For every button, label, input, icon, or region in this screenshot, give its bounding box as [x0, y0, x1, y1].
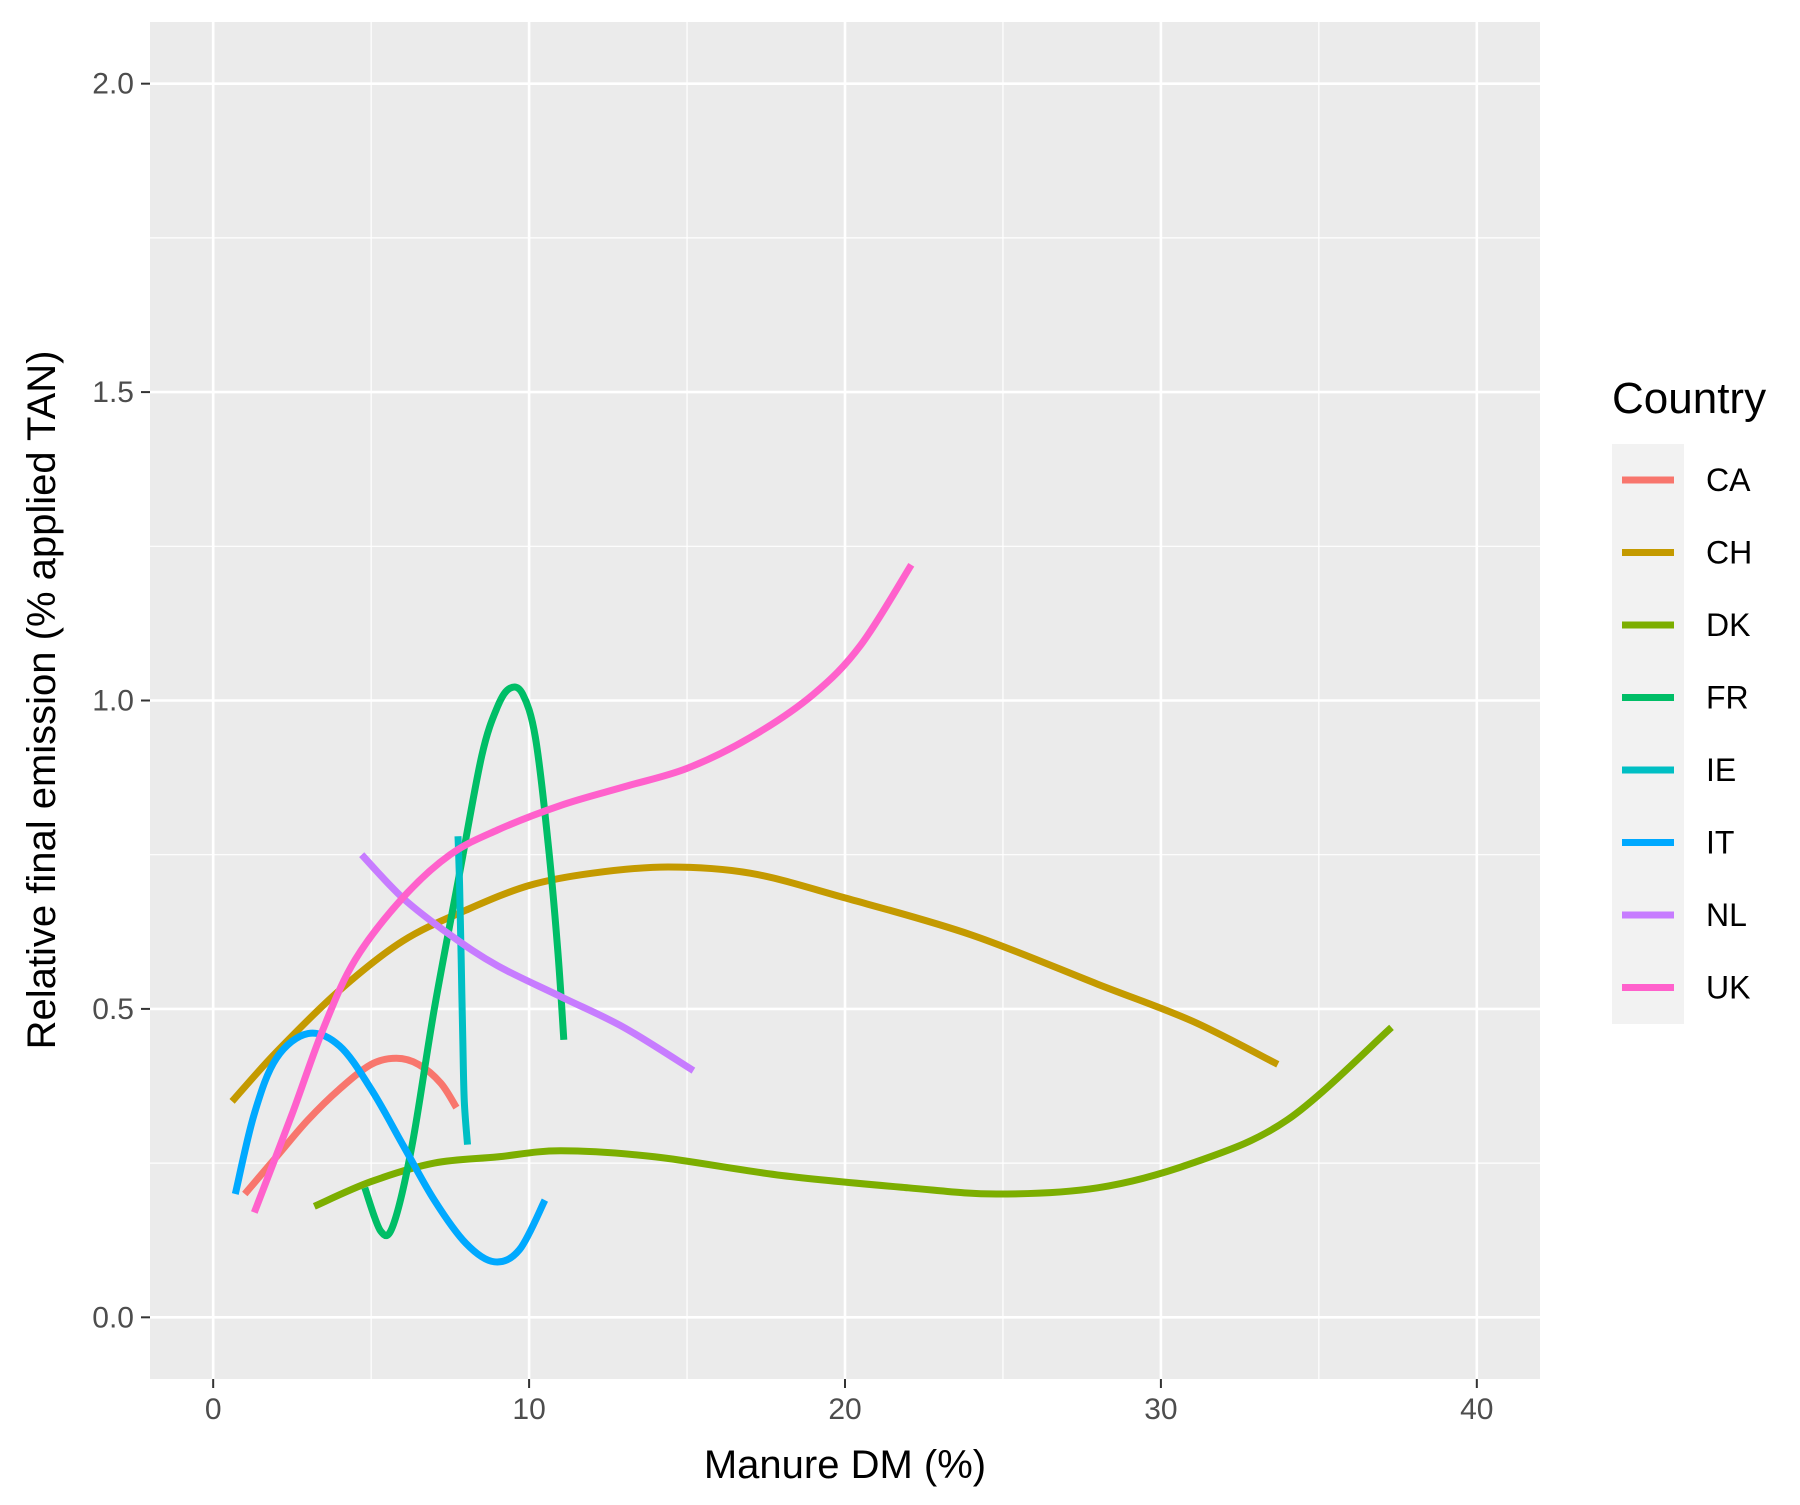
legend: Country CA CH DK FR IE IT NL UK — [1612, 374, 1766, 1024]
series-line-ca — [242, 1054, 460, 1197]
y-tick-label: 0.5 — [92, 993, 134, 1026]
y-axis: 0.0 0.5 1.0 1.5 2.0 — [92, 68, 150, 1334]
x-axis: 0 10 20 30 40 — [205, 1379, 1494, 1426]
legend-label-ie: IE — [1706, 752, 1736, 788]
series-layer — [229, 562, 1394, 1266]
y-tick-label: 2.0 — [92, 68, 134, 101]
legend-key-background — [1612, 444, 1684, 1024]
series-line-ie — [454, 836, 471, 1145]
x-tick-label: 20 — [828, 1393, 861, 1426]
legend-label-it: IT — [1706, 825, 1734, 861]
legend-label-ca: CA — [1706, 462, 1751, 498]
x-tick-label: 10 — [512, 1393, 545, 1426]
x-tick-label: 40 — [1460, 1393, 1493, 1426]
legend-label-ch: CH — [1706, 535, 1752, 571]
legend-label-dk: DK — [1706, 607, 1750, 643]
series-line-dk — [312, 1024, 1394, 1210]
x-axis-title: Manure DM (%) — [704, 1443, 986, 1487]
series-line-ch — [229, 863, 1280, 1104]
series-line-uk — [251, 562, 915, 1214]
legend-label-nl: NL — [1706, 897, 1747, 933]
legend-items: CA CH DK FR IE IT NL UK — [1622, 462, 1752, 1006]
y-tick-label: 1.5 — [92, 376, 134, 409]
legend-label-fr: FR — [1706, 680, 1749, 716]
series-line-it — [231, 1029, 549, 1266]
x-tick-label: 0 — [205, 1393, 222, 1426]
series-line-fr — [361, 683, 568, 1240]
y-tick-label: 0.0 — [92, 1301, 134, 1334]
x-tick-label: 30 — [1144, 1393, 1177, 1426]
y-tick-label: 1.0 — [92, 685, 134, 718]
y-axis-title: Relative final emission (% applied TAN) — [20, 351, 64, 1050]
legend-title: Country — [1612, 374, 1766, 423]
legend-label-uk: UK — [1706, 970, 1750, 1006]
